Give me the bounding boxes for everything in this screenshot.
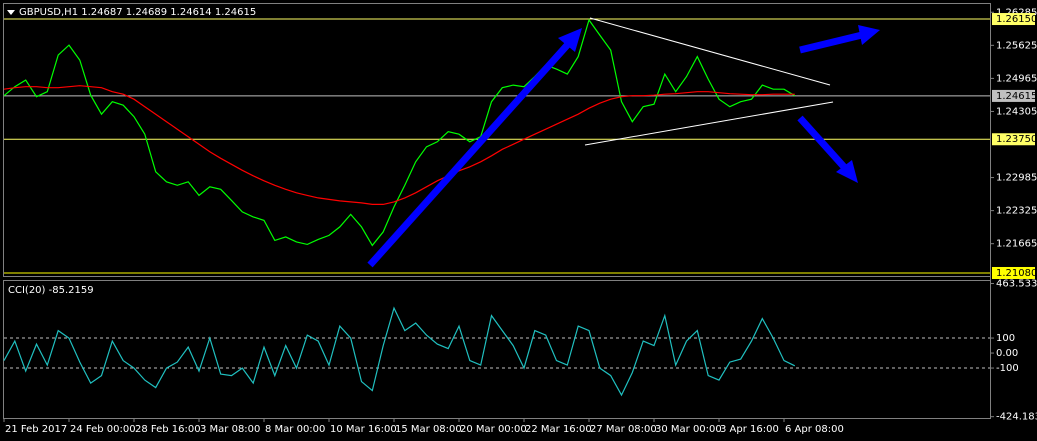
- x-tick-label: 30 Mar 00:00: [655, 424, 722, 435]
- level-label-box: [992, 13, 1035, 26]
- y-tick-label: 1.22325: [996, 206, 1037, 217]
- series-line: [3, 18, 796, 247]
- x-tick-label: 6 Apr 08:00: [785, 424, 844, 435]
- drawings: [367, 17, 880, 268]
- arrow: [797, 115, 848, 171]
- level-label: 1.23750: [996, 134, 1037, 145]
- x-tick-label: 3 Apr 16:00: [720, 424, 779, 435]
- series-line: [3, 306, 796, 397]
- arrow-head: [836, 160, 858, 183]
- arrow-head: [558, 28, 582, 52]
- x-tick-label: 15 Mar 08:00: [395, 424, 462, 435]
- level-label: 1.21080: [996, 268, 1037, 279]
- x-tick-label: 10 Mar 16:00: [330, 424, 397, 435]
- level-label: 1.26150: [996, 14, 1037, 25]
- y-tick-label: -424.1832: [996, 412, 1037, 423]
- trend-line: [589, 17, 831, 86]
- y-tick-label: 463.5332: [996, 279, 1037, 290]
- x-tick-label: 21 Feb 2017: [5, 424, 67, 435]
- y-tick-label: 1.24965: [996, 73, 1037, 84]
- y-tick-label: 1.25625: [996, 40, 1037, 51]
- arrow-head: [858, 25, 880, 45]
- arrow: [799, 31, 863, 54]
- cci-title: CCI(20) -85.2159: [8, 285, 94, 296]
- chart-title: GBPUSD,H1 1.24687 1.24689 1.24614 1.2461…: [19, 7, 256, 18]
- x-tick-label: 28 Feb 16:00: [135, 424, 201, 435]
- x-tick-label: 3 Mar 08:00: [200, 424, 260, 435]
- menu-icon[interactable]: [7, 10, 15, 15]
- y-tick-label: 100: [996, 333, 1015, 344]
- y-tick-label: 1.26285: [996, 7, 1037, 18]
- series-line: [3, 85, 795, 205]
- y-tick-label: 1.22985: [996, 173, 1037, 184]
- arrow: [367, 39, 573, 268]
- y-tick-label: 1.21665: [996, 239, 1037, 250]
- level-label-box: [992, 89, 1035, 102]
- y-tick-label: 0.00: [996, 348, 1018, 359]
- x-tick-label: 20 Mar 00:00: [460, 424, 527, 435]
- y-tick-label: -100: [996, 363, 1019, 374]
- level-label-box: [992, 133, 1035, 146]
- level-label-box: [992, 266, 1035, 279]
- x-tick-label: 27 Mar 08:00: [590, 424, 657, 435]
- x-tick-label: 24 Feb 00:00: [70, 424, 136, 435]
- y-tick-label: 1.24305: [996, 106, 1037, 117]
- x-tick-label: 22 Mar 16:00: [525, 424, 592, 435]
- x-tick-label: 8 Mar 00:00: [265, 424, 325, 435]
- level-label: 1.24615: [996, 91, 1037, 102]
- trend-line: [584, 101, 834, 146]
